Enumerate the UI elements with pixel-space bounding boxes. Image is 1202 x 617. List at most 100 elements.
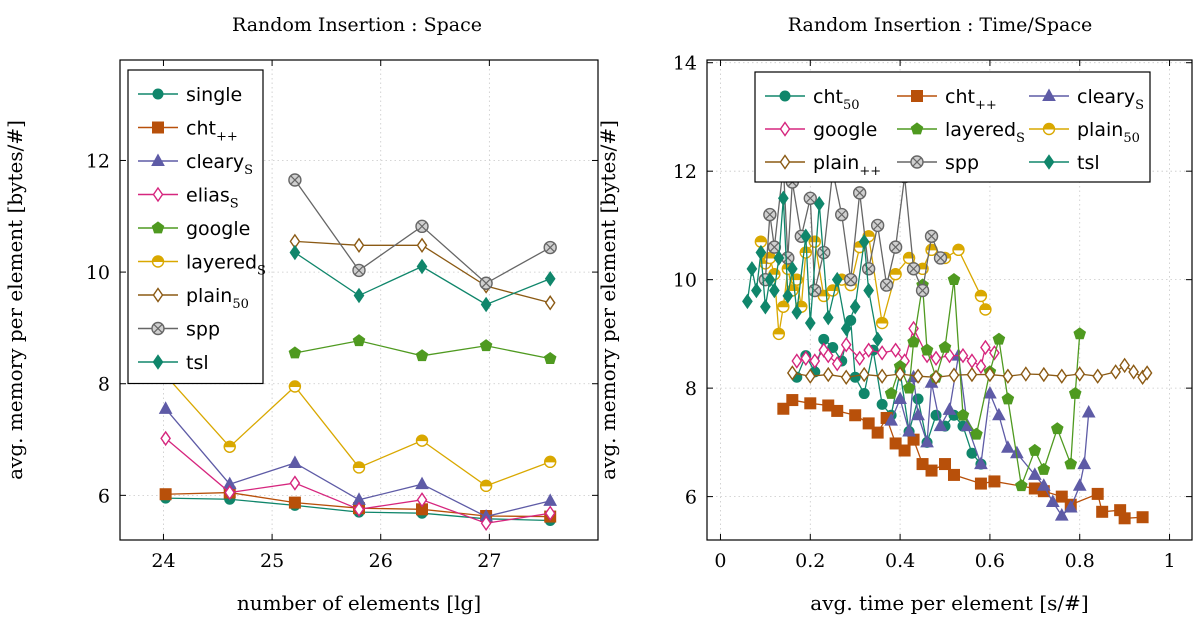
legend-entry: google	[138, 218, 250, 240]
data-point	[840, 369, 852, 386]
chart-title: Random Insertion : Space	[232, 14, 482, 36]
data-point	[791, 304, 803, 320]
data-point	[956, 408, 970, 421]
legend-label: clearyS	[186, 151, 253, 178]
data-point	[876, 345, 888, 361]
data-point	[813, 195, 825, 212]
data-point	[1001, 440, 1015, 453]
x-tick-label: 25	[260, 550, 284, 572]
data-point	[1027, 467, 1042, 480]
data-point	[888, 240, 903, 254]
data-point	[800, 228, 812, 245]
legend-entry: clearyS	[138, 151, 253, 178]
legend-label: cht++	[186, 118, 238, 145]
legend-entry: cht++	[897, 86, 997, 113]
series-spp	[288, 173, 557, 290]
data-point	[930, 350, 942, 367]
series-line	[746, 198, 879, 340]
legend-entry: google	[765, 119, 877, 141]
legend-marker	[911, 90, 923, 102]
data-point	[1092, 368, 1104, 384]
legend-marker	[779, 154, 791, 170]
data-point	[288, 496, 301, 509]
x-axis-label: avg. time per element [s/#]	[810, 591, 1088, 615]
data-point	[544, 505, 556, 521]
x-tick-label: 24	[151, 550, 175, 572]
legend-marker	[1042, 88, 1056, 101]
data-point	[1077, 456, 1092, 470]
legend-entry: layeredS	[138, 252, 266, 279]
legend-marker	[151, 255, 165, 268]
data-point	[1141, 365, 1153, 381]
plot-area	[742, 159, 1153, 525]
data-point	[854, 350, 866, 367]
x-tick-label: 0.4	[885, 550, 915, 572]
data-point	[863, 342, 875, 358]
data-point	[911, 407, 925, 421]
data-point	[947, 468, 960, 481]
legend-box	[127, 69, 264, 385]
data-point	[1136, 511, 1149, 524]
legend-entry: single	[138, 84, 242, 106]
data-point	[777, 300, 790, 313]
series-tsl	[289, 244, 556, 313]
legend-entry: spp	[897, 152, 979, 174]
data-point	[159, 488, 172, 501]
data-point	[933, 418, 948, 432]
data-point	[803, 191, 817, 206]
data-point	[984, 366, 996, 383]
data-point	[353, 287, 365, 304]
data-point	[957, 347, 969, 364]
data-point	[543, 351, 557, 364]
legend-label: spp	[186, 319, 220, 341]
data-point	[808, 283, 822, 298]
data-point	[1091, 487, 1104, 500]
data-point	[777, 402, 790, 415]
legend-label: tsl	[186, 352, 209, 374]
legend-marker	[910, 155, 924, 169]
data-point	[975, 358, 987, 375]
data-point	[479, 479, 493, 493]
data-point	[1068, 386, 1082, 399]
legend-entry: spp	[138, 319, 220, 341]
data-point	[773, 250, 785, 266]
data-point	[763, 207, 777, 222]
data-point	[898, 444, 911, 457]
legend-entry: plain50	[138, 285, 249, 312]
data-point	[912, 393, 924, 405]
data-point	[809, 353, 821, 369]
data-point	[543, 493, 558, 506]
data-point	[992, 332, 1006, 345]
legend-marker	[779, 121, 791, 137]
legend-marker	[152, 354, 164, 370]
data-point	[1038, 366, 1050, 383]
data-point	[858, 233, 870, 250]
data-point	[415, 476, 429, 490]
data-point	[884, 413, 898, 426]
data-point	[479, 276, 493, 290]
x-tick-label: 0.6	[975, 550, 1005, 572]
legend-entry: clearyS	[1029, 86, 1144, 113]
data-point	[952, 243, 965, 257]
legend-label: plain50	[1077, 119, 1140, 146]
data-point	[479, 339, 493, 352]
data-point	[1073, 327, 1087, 340]
data-point	[822, 347, 834, 364]
data-point	[764, 271, 776, 288]
data-point	[1055, 490, 1068, 503]
data-point	[543, 240, 557, 255]
data-point	[352, 263, 366, 278]
data-point	[925, 464, 938, 477]
data-point	[890, 342, 901, 358]
data-point	[288, 380, 302, 393]
legend-marker	[152, 121, 164, 134]
data-point	[916, 458, 929, 471]
data-point	[415, 434, 429, 447]
data-point	[979, 303, 992, 316]
y-tick-label: 12	[673, 161, 697, 183]
grid-lines	[707, 60, 1192, 540]
data-point	[852, 186, 867, 200]
data-point	[352, 461, 366, 474]
data-point	[974, 289, 988, 303]
data-point	[938, 340, 952, 353]
